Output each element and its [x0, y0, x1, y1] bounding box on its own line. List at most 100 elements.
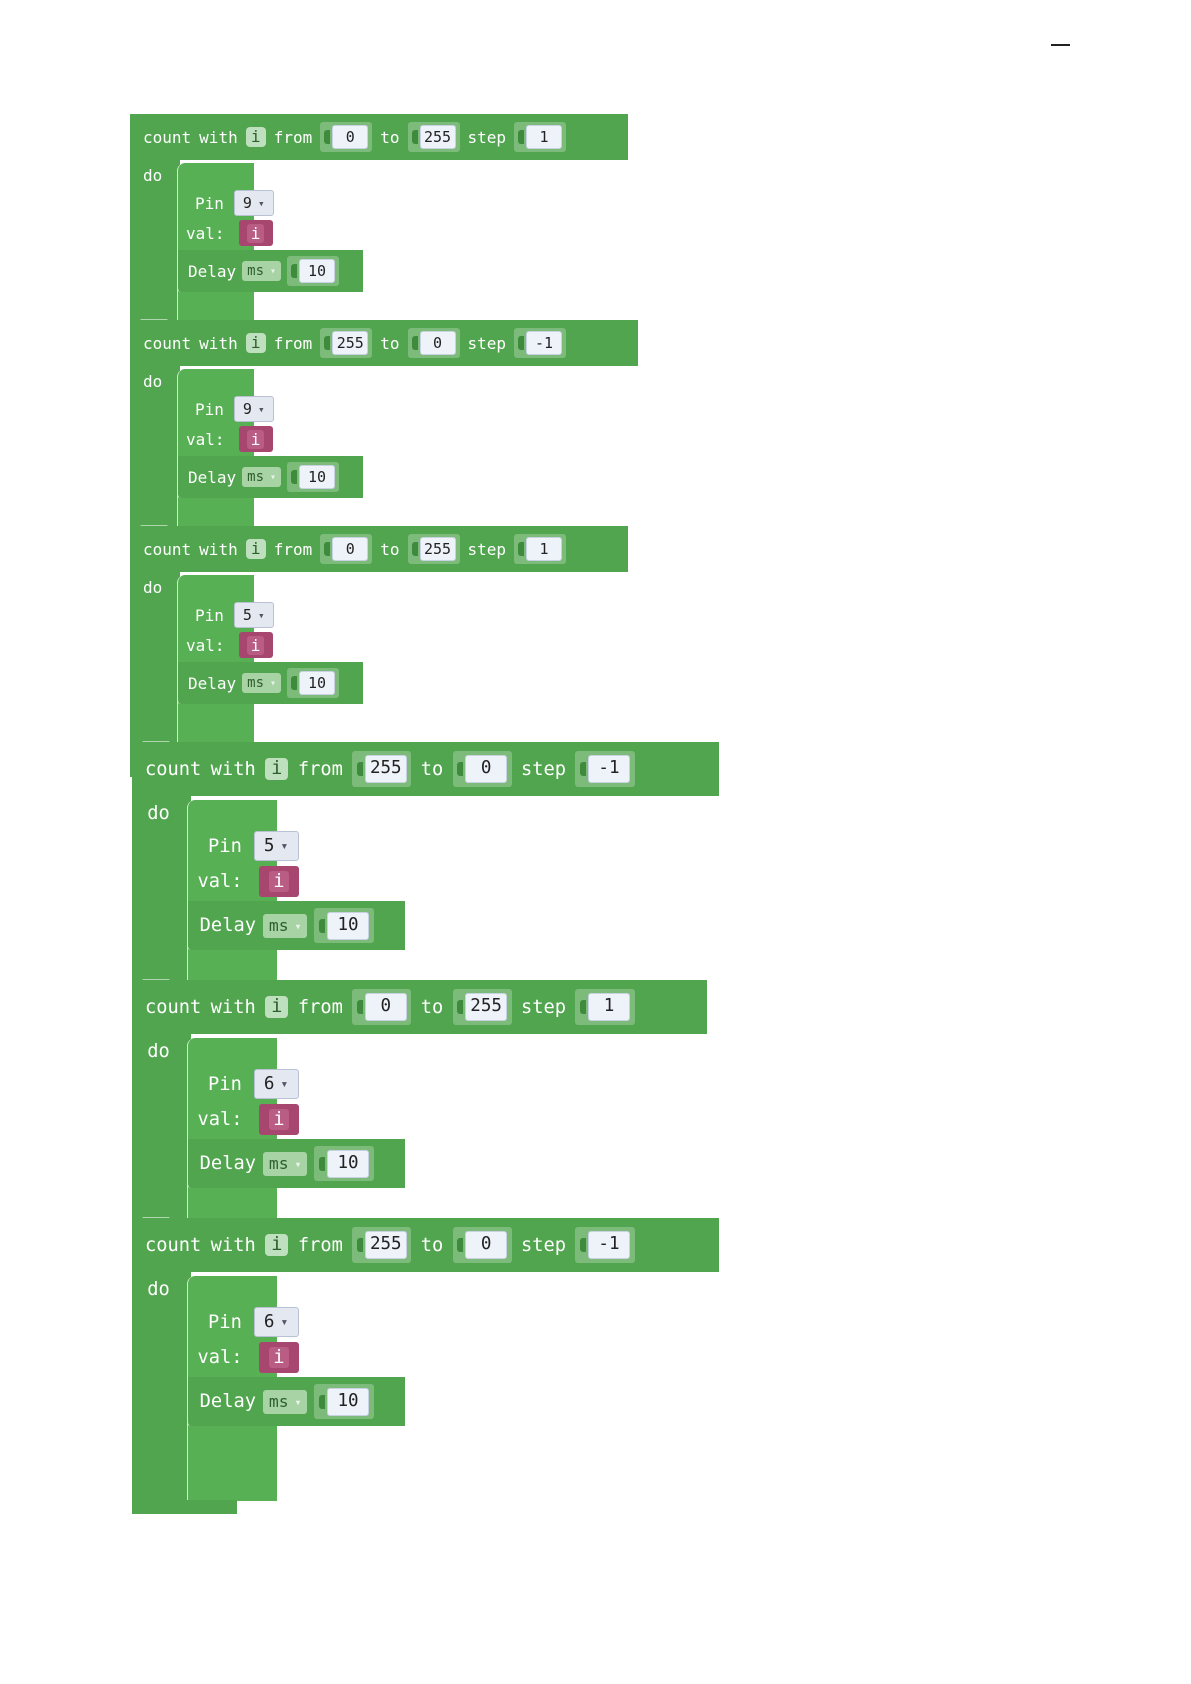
delay-value[interactable]: 10 — [327, 1387, 369, 1416]
do-label: do — [143, 578, 163, 597]
variable-get-block[interactable]: i — [258, 1104, 299, 1135]
delay-value-slot: 10 — [314, 908, 374, 944]
delay-unit-dropdown[interactable]: ms ▾ — [263, 914, 308, 938]
variable-get-block[interactable]: i — [258, 866, 299, 897]
delay-unit-dropdown[interactable]: ms ▾ — [242, 673, 282, 693]
input-connector — [518, 130, 525, 144]
delay-block[interactable]: Delay ms ▾ 10 — [186, 1139, 405, 1189]
delay-block[interactable]: Delay ms ▾ 10 — [177, 662, 363, 704]
chevron-down-icon: ▾ — [280, 1076, 289, 1092]
to-value[interactable]: 255 — [465, 993, 507, 1021]
step-value[interactable]: -1 — [588, 1231, 630, 1259]
pin-dropdown[interactable]: 6 ▾ — [253, 1069, 299, 1100]
input-connector — [518, 336, 525, 350]
input-connector — [324, 542, 331, 556]
val-row: val: i — [186, 220, 273, 246]
from-value[interactable]: 255 — [332, 331, 369, 355]
from-value[interactable]: 0 — [332, 125, 369, 149]
to-value-slot: 255 — [452, 989, 512, 1025]
delay-label: Delay — [188, 673, 237, 693]
delay-unit: ms — [268, 916, 289, 936]
delay-value[interactable]: 10 — [327, 1149, 369, 1178]
pin-dropdown[interactable]: 5 ▾ — [233, 602, 274, 628]
from-label: from — [273, 333, 313, 353]
pin-value: 6 — [263, 1312, 275, 1333]
delay-unit-dropdown[interactable]: ms ▾ — [242, 261, 282, 281]
to-value[interactable]: 255 — [419, 537, 456, 561]
input-connector — [319, 1394, 326, 1409]
step-value-slot: 1 — [575, 989, 635, 1025]
input-connector — [319, 1156, 326, 1171]
delay-value[interactable]: 10 — [327, 911, 369, 940]
step-value[interactable]: 1 — [588, 993, 630, 1021]
step-value[interactable]: 1 — [526, 125, 563, 149]
delay-block[interactable]: Delay ms ▾ 10 — [177, 456, 363, 498]
count-with-loop-block[interactable]: count with i from 0 to 255 step 1 do Pin 9 ▾ val: i Del… — [130, 113, 628, 365]
from-label: from — [297, 758, 343, 780]
variable-get-block[interactable]: i — [238, 426, 273, 452]
loop-variable[interactable]: i — [245, 539, 266, 559]
pin-row: Pin 5 ▾ — [208, 831, 299, 862]
variable-name: i — [246, 635, 265, 655]
delay-label: Delay — [199, 915, 256, 937]
to-value[interactable]: 0 — [465, 1231, 507, 1259]
delay-value[interactable]: 10 — [299, 259, 336, 283]
val-row: val: i — [186, 426, 273, 452]
pin-row: Pin 5 ▾ — [195, 602, 274, 628]
loop-variable[interactable]: i — [265, 1233, 289, 1257]
to-value[interactable]: 255 — [419, 125, 456, 149]
count-with-loop-block[interactable]: count with i from 255 to 0 step -1 do Pin 6 ▾ val: i De… — [132, 1217, 719, 1514]
step-value[interactable]: -1 — [526, 331, 563, 355]
to-value[interactable]: 0 — [465, 755, 507, 783]
chevron-down-icon: ▾ — [294, 918, 302, 933]
delay-block[interactable]: Delay ms ▾ 10 — [186, 1377, 405, 1427]
loop-header: count with i from 0 to 255 step 1 — [132, 980, 707, 1034]
delay-value-slot: 10 — [287, 462, 340, 492]
loop-header: count with i from 0 to 255 step 1 — [130, 114, 628, 160]
step-label: step — [467, 127, 507, 147]
pin-dropdown[interactable]: 9 ▾ — [233, 190, 274, 216]
delay-value-slot: 10 — [314, 1146, 374, 1182]
input-connector — [457, 762, 464, 776]
val-row: val: i — [198, 866, 299, 897]
input-connector — [518, 542, 525, 556]
do-label: do — [147, 1041, 170, 1063]
delay-value-slot: 10 — [287, 668, 340, 698]
pin-value: 9 — [242, 194, 252, 212]
from-value[interactable]: 255 — [364, 755, 407, 783]
count-label: count — [143, 333, 192, 353]
variable-get-block[interactable]: i — [258, 1342, 299, 1373]
delay-unit-dropdown[interactable]: ms ▾ — [263, 1390, 308, 1414]
variable-get-block[interactable]: i — [238, 220, 273, 246]
delay-value[interactable]: 10 — [299, 465, 336, 489]
loop-variable[interactable]: i — [245, 127, 266, 147]
chevron-down-icon: ▾ — [280, 838, 289, 854]
delay-value[interactable]: 10 — [299, 671, 336, 695]
delay-label: Delay — [199, 1153, 256, 1175]
loop-variable[interactable]: i — [265, 757, 289, 781]
from-label: from — [297, 996, 343, 1018]
count-with-loop-block[interactable]: count with i from 255 to 0 step -1 do Pin 9 ▾ val: i De… — [130, 319, 638, 571]
count-with-loop-block[interactable]: count with i from 0 to 255 step 1 do Pin 5 ▾ val: i Del… — [130, 525, 628, 777]
pin-value: 5 — [263, 836, 275, 857]
pin-dropdown[interactable]: 6 ▾ — [253, 1307, 299, 1338]
delay-unit-dropdown[interactable]: ms ▾ — [242, 467, 282, 487]
pin-dropdown[interactable]: 5 ▾ — [253, 831, 299, 862]
loop-variable[interactable]: i — [265, 995, 289, 1019]
to-value-slot: 0 — [407, 328, 460, 358]
from-value-slot: 0 — [352, 989, 412, 1025]
pin-dropdown[interactable]: 9 ▾ — [233, 396, 274, 422]
step-value[interactable]: -1 — [588, 755, 630, 783]
delay-block[interactable]: Delay ms ▾ 10 — [186, 901, 405, 951]
from-value[interactable]: 0 — [332, 537, 369, 561]
variable-get-block[interactable]: i — [238, 632, 273, 658]
to-value[interactable]: 0 — [419, 331, 456, 355]
delay-unit-dropdown[interactable]: ms ▾ — [263, 1152, 308, 1176]
delay-block[interactable]: Delay ms ▾ 10 — [177, 250, 363, 292]
pin-value: 5 — [242, 606, 252, 624]
loop-variable[interactable]: i — [245, 333, 266, 353]
from-value[interactable]: 255 — [364, 1231, 407, 1259]
step-value[interactable]: 1 — [526, 537, 563, 561]
with-label: with — [210, 758, 256, 780]
from-value[interactable]: 0 — [364, 993, 407, 1021]
